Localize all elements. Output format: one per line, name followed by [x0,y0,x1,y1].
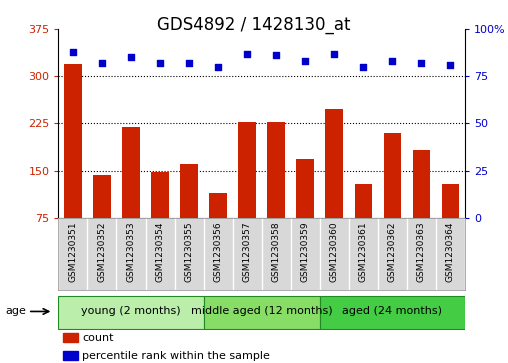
Bar [209,193,227,265]
Text: aged (24 months): aged (24 months) [342,306,442,317]
Text: GSM1230362: GSM1230362 [388,221,397,282]
Text: GDS4892 / 1428130_at: GDS4892 / 1428130_at [157,16,351,34]
Point [417,60,425,66]
Point [243,51,251,57]
Text: GSM1230354: GSM1230354 [155,221,165,282]
Bar [297,159,314,265]
Bar [441,184,459,265]
Text: GSM1230355: GSM1230355 [184,221,194,282]
Bar [238,122,256,265]
Point [272,53,280,58]
Text: GSM1230364: GSM1230364 [446,221,455,282]
Bar [267,122,285,265]
Point [185,60,193,66]
Point [446,62,454,68]
Bar [180,164,198,265]
Point [69,49,77,54]
Text: GSM1230356: GSM1230356 [213,221,223,282]
Text: GSM1230357: GSM1230357 [243,221,251,282]
Text: GSM1230361: GSM1230361 [359,221,368,282]
Bar [326,109,343,265]
Text: age: age [5,306,26,317]
Point [98,60,106,66]
Text: count: count [82,334,114,343]
Text: GSM1230352: GSM1230352 [98,221,107,282]
Bar [63,351,78,360]
Point [330,51,338,57]
Point [127,54,135,60]
Point [301,58,309,64]
Bar [64,64,82,265]
Text: young (2 months): young (2 months) [81,306,181,317]
Text: GSM1230358: GSM1230358 [272,221,280,282]
Bar [355,184,372,265]
Point [388,58,396,64]
Text: GSM1230351: GSM1230351 [69,221,77,282]
Text: GSM1230359: GSM1230359 [301,221,310,282]
Text: GSM1230363: GSM1230363 [417,221,426,282]
Bar [93,175,111,265]
Point [359,64,367,70]
Text: percentile rank within the sample: percentile rank within the sample [82,351,270,362]
FancyBboxPatch shape [320,296,465,329]
Text: middle aged (12 months): middle aged (12 months) [191,306,332,317]
FancyBboxPatch shape [204,296,320,329]
Text: GSM1230353: GSM1230353 [126,221,136,282]
Bar [63,333,78,342]
Bar [122,127,140,265]
Point [156,60,164,66]
Bar [412,150,430,265]
Bar [151,172,169,265]
Bar [384,133,401,265]
FancyBboxPatch shape [58,296,204,329]
Point [214,64,222,70]
Text: GSM1230360: GSM1230360 [330,221,339,282]
